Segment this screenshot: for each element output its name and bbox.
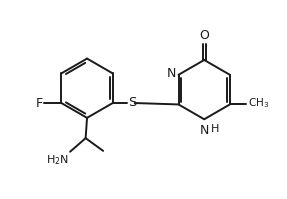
Text: H: H [211,124,219,134]
Text: H$_2$N: H$_2$N [46,153,69,167]
Text: N: N [199,124,209,137]
Text: O: O [199,29,209,42]
Text: S: S [128,96,136,109]
Text: F: F [36,97,43,109]
Text: N: N [167,67,176,80]
Text: CH$_3$: CH$_3$ [248,96,269,110]
